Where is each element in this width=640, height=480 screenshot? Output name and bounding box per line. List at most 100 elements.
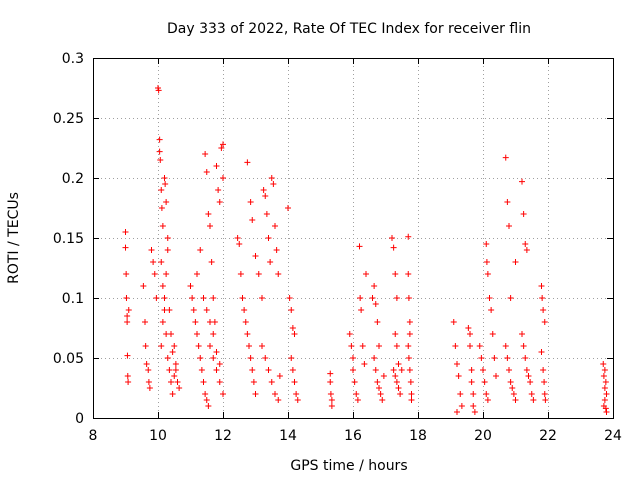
data-point xyxy=(275,271,282,277)
data-point xyxy=(493,373,499,379)
data-point xyxy=(372,367,379,373)
data-point xyxy=(392,373,399,379)
data-point xyxy=(405,343,412,349)
chart-title: Day 333 of 2022, Rate Of TEC Index for r… xyxy=(167,21,531,37)
data-point xyxy=(405,233,412,240)
data-point xyxy=(125,307,132,313)
data-point xyxy=(276,373,283,379)
data-point xyxy=(236,241,243,247)
data-point xyxy=(169,349,176,355)
y-tick-label: 0.2 xyxy=(62,171,84,187)
data-point xyxy=(502,343,509,349)
data-point xyxy=(363,271,369,277)
data-point xyxy=(156,136,163,143)
data-point xyxy=(158,205,165,211)
data-point xyxy=(189,295,196,301)
data-point xyxy=(350,367,356,373)
data-point xyxy=(268,379,275,385)
data-point xyxy=(244,331,251,337)
data-point xyxy=(158,187,165,193)
data-point xyxy=(171,373,178,379)
data-point xyxy=(601,367,608,373)
data-point xyxy=(405,271,412,277)
data-point xyxy=(519,331,525,337)
data-point xyxy=(406,367,413,373)
data-point xyxy=(268,175,275,181)
data-point xyxy=(163,271,170,277)
data-point xyxy=(124,313,131,319)
data-point xyxy=(392,271,399,277)
data-point xyxy=(398,367,405,373)
data-point xyxy=(541,391,548,397)
data-point xyxy=(519,178,525,185)
data-point xyxy=(265,367,272,373)
data-point xyxy=(270,181,277,187)
data-point xyxy=(488,307,495,313)
data-point xyxy=(255,271,262,277)
y-tick-label: 0.15 xyxy=(53,231,84,247)
data-point xyxy=(249,217,256,223)
data-point xyxy=(389,235,395,241)
data-point xyxy=(471,409,478,415)
x-tick-label: 20 xyxy=(474,428,492,444)
x-tick-label: 12 xyxy=(214,428,232,444)
data-point xyxy=(504,199,511,205)
data-point xyxy=(168,331,174,337)
data-point xyxy=(455,373,462,379)
data-point xyxy=(150,259,157,265)
data-point xyxy=(197,355,204,361)
data-point xyxy=(197,247,204,253)
data-point xyxy=(538,283,545,289)
data-point xyxy=(216,379,223,385)
data-point xyxy=(371,355,378,361)
data-point xyxy=(247,355,254,361)
data-marks xyxy=(122,85,610,415)
data-point xyxy=(357,295,364,301)
data-point xyxy=(158,259,165,265)
data-point xyxy=(171,343,178,349)
data-point xyxy=(174,379,181,385)
data-point xyxy=(506,367,512,373)
data-point xyxy=(125,379,132,385)
data-point xyxy=(252,253,259,259)
data-point xyxy=(351,379,358,385)
y-tick-label: 0.05 xyxy=(53,351,84,367)
data-point xyxy=(379,397,386,403)
data-point xyxy=(374,319,381,325)
data-point xyxy=(502,154,509,161)
data-point xyxy=(480,367,486,373)
data-point xyxy=(249,367,256,373)
data-point xyxy=(372,301,379,307)
data-point xyxy=(164,355,171,361)
data-point xyxy=(166,307,173,313)
data-point xyxy=(169,391,176,397)
data-point xyxy=(328,403,335,409)
data-point xyxy=(159,283,166,289)
data-point xyxy=(207,319,213,325)
data-point xyxy=(457,391,464,397)
data-point xyxy=(327,391,334,397)
data-point xyxy=(143,361,150,367)
data-point xyxy=(260,187,267,193)
data-point xyxy=(142,343,149,349)
data-point xyxy=(153,295,160,301)
data-point xyxy=(525,373,532,379)
data-point xyxy=(202,391,209,397)
data-point xyxy=(203,169,210,175)
data-point xyxy=(397,391,404,397)
data-point xyxy=(354,397,361,403)
data-point xyxy=(393,295,400,301)
data-point xyxy=(359,343,366,349)
data-point xyxy=(377,391,384,397)
data-point xyxy=(380,373,387,379)
data-point xyxy=(207,223,213,229)
data-point xyxy=(540,367,547,373)
data-point xyxy=(286,295,293,301)
data-point xyxy=(195,343,202,349)
data-point xyxy=(166,367,173,373)
data-point xyxy=(215,187,222,193)
y-tick-label: 0.25 xyxy=(53,111,84,127)
data-point xyxy=(247,199,254,205)
data-point xyxy=(522,355,529,361)
data-point xyxy=(241,307,248,313)
